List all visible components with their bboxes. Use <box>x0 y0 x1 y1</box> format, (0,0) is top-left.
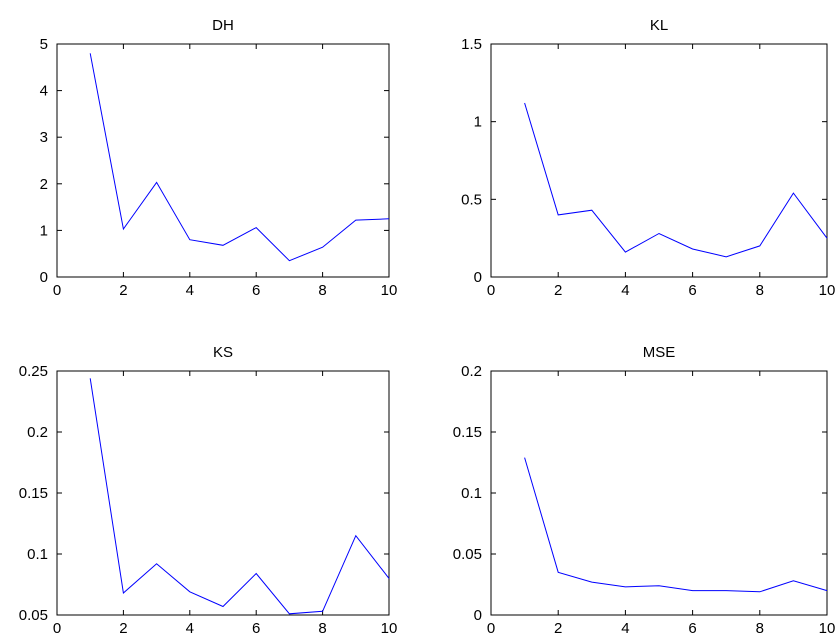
x-tick-label: 6 <box>688 282 696 299</box>
x-tick-label: 4 <box>621 282 629 299</box>
x-tick-label: 2 <box>119 620 127 637</box>
y-tick-label: 0.2 <box>27 424 48 441</box>
subplot-dh: DH 0 2 4 6 8 10 0 1 2 3 4 5 <box>40 17 398 299</box>
x-tick-label: 4 <box>186 282 194 299</box>
x-tick-label: 10 <box>819 282 836 299</box>
y-tick-label: 0.15 <box>19 485 48 502</box>
subplot-mse: MSE 0 2 4 6 8 10 0 0.05 0.1 0.15 0.2 <box>453 344 836 637</box>
x-tick-label: 0 <box>53 282 61 299</box>
x-tick-label: 0 <box>487 282 495 299</box>
x-tick-label: 0 <box>53 620 61 637</box>
y-tick-label: 0.15 <box>453 424 482 441</box>
y-tick-label: 0 <box>474 607 482 624</box>
y-tick-label: 1 <box>474 114 482 131</box>
series-line-dh <box>89 53 390 262</box>
x-tick-label: 10 <box>381 282 398 299</box>
subplot-kl: KL 0 2 4 6 8 10 0 0.5 1 1.5 <box>461 17 835 299</box>
y-tick-label: 0.2 <box>461 363 482 380</box>
x-tick-label: 8 <box>318 282 326 299</box>
x-tick-label: 8 <box>318 620 326 637</box>
y-tick-label: 2 <box>40 176 48 193</box>
y-tick-label: 0.05 <box>453 546 482 563</box>
x-tick-label: 4 <box>621 620 629 637</box>
subplot-title: MSE <box>643 344 676 361</box>
x-tick-label: 2 <box>119 282 127 299</box>
y-tick-label: 3 <box>40 129 48 146</box>
series-line-mse <box>524 457 828 593</box>
x-tick-label: 6 <box>252 620 260 637</box>
y-tick-label: 0.1 <box>27 546 48 563</box>
y-tick-label: 1 <box>40 222 48 239</box>
y-tick-label: 0.1 <box>461 485 482 502</box>
y-tick-label: 0 <box>40 269 48 286</box>
x-tick-label: 10 <box>381 620 398 637</box>
series-line-ks <box>89 378 390 615</box>
subplot-ks: KS 0 2 4 6 8 10 0.05 0.1 0.15 0.2 0.25 <box>19 344 398 637</box>
x-tick-label: 6 <box>252 282 260 299</box>
x-tick-label: 8 <box>756 282 764 299</box>
x-tick-label: 6 <box>688 620 696 637</box>
x-tick-label: 0 <box>487 620 495 637</box>
axes-frame <box>56 43 390 278</box>
x-tick-label: 2 <box>554 282 562 299</box>
axes-frame <box>490 43 828 278</box>
y-tick-label: 0.25 <box>19 363 48 380</box>
y-tick-label: 4 <box>40 83 48 100</box>
subplot-title: KS <box>213 344 233 361</box>
series-line-kl <box>524 102 828 258</box>
subplot-title: DH <box>212 17 234 34</box>
x-tick-label: 2 <box>554 620 562 637</box>
subplot-title: KL <box>650 17 668 34</box>
y-tick-label: 0.05 <box>19 607 48 624</box>
y-tick-label: 0 <box>474 269 482 286</box>
y-tick-label: 0.5 <box>461 191 482 208</box>
y-tick-label: 1.5 <box>461 36 482 53</box>
x-tick-label: 10 <box>819 620 836 637</box>
x-tick-label: 4 <box>186 620 194 637</box>
x-tick-label: 8 <box>756 620 764 637</box>
y-tick-label: 5 <box>40 36 48 53</box>
